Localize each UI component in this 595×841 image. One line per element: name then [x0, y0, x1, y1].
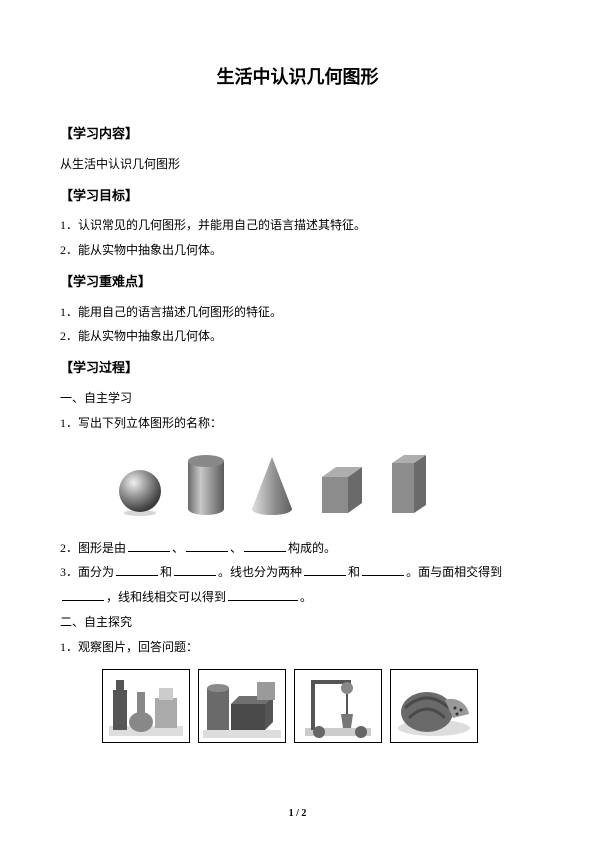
shapes-row — [116, 449, 535, 517]
boxes-icon — [199, 670, 285, 742]
blank-field[interactable] — [228, 588, 298, 601]
picture-frame — [102, 669, 190, 743]
q3-text: 。 — [300, 590, 312, 604]
q3-text: 和 — [160, 565, 172, 579]
cuboid-shape — [388, 449, 430, 517]
section-objectives-heading: 【学习目标】 — [60, 184, 535, 209]
q2-text: 构成的。 — [288, 541, 336, 555]
blank-field[interactable] — [362, 563, 404, 576]
section-process-heading: 【学习过程】 — [60, 356, 535, 381]
keypoint-item: 1．能用自己的语言描述几何图形的特征。 — [60, 301, 535, 324]
q2-text: 、 — [230, 541, 242, 555]
picture-frame — [198, 669, 286, 743]
still-life-icon — [103, 670, 189, 742]
q3-text: 3．面分为 — [60, 565, 114, 579]
cone-shape — [248, 455, 296, 517]
cube-shape — [316, 461, 368, 517]
page-number: 1 / 2 — [0, 808, 595, 819]
apparatus-icon — [295, 670, 381, 742]
part1-label: 一、自主学习 — [60, 387, 535, 410]
page-title: 生活中认识几何图形 — [60, 60, 535, 94]
blank-field[interactable] — [128, 539, 170, 552]
q2-text: 、 — [172, 541, 184, 555]
part1-q3-line2: ，线和线相交可以得到 。 — [60, 586, 535, 609]
part1-q2: 2．图形是由 、 、 构成的。 — [60, 537, 535, 560]
q2-text: 2．图形是由 — [60, 541, 126, 555]
pictures-row — [102, 669, 535, 743]
picture-frame — [390, 669, 478, 743]
q3-text: 。面与面相交得到 — [406, 565, 502, 579]
blank-field[interactable] — [186, 539, 228, 552]
q3-text: 。线也分为两种 — [218, 565, 302, 579]
blank-field[interactable] — [244, 539, 286, 552]
keypoint-item: 2．能从实物中抽象出几何体。 — [60, 325, 535, 348]
section-content-heading: 【学习内容】 — [60, 122, 535, 147]
part1-q3: 3．面分为 和 。线也分为两种 和 。面与面相交得到 — [60, 561, 535, 584]
page-content: 生活中认识几何图形 【学习内容】 从生活中认识几何图形 【学习目标】 1．认识常… — [0, 0, 595, 783]
section-keypoints-heading: 【学习重难点】 — [60, 270, 535, 295]
sphere-shape — [116, 467, 164, 517]
blank-field[interactable] — [116, 563, 158, 576]
q3-text: ，线和线相交可以得到 — [106, 590, 226, 604]
objective-item: 1．认识常见的几何图形，并能用自己的语言描述其特征。 — [60, 214, 535, 237]
content-body: 从生活中认识几何图形 — [60, 153, 535, 176]
cylinder-shape — [184, 453, 228, 517]
picture-frame — [294, 669, 382, 743]
blank-field[interactable] — [62, 588, 104, 601]
blank-field[interactable] — [174, 563, 216, 576]
part2-label: 二、自主探究 — [60, 611, 535, 634]
part1-q1: 1．写出下列立体图形的名称： — [60, 412, 535, 435]
part2-q1: 1．观察图片，回答问题： — [60, 636, 535, 659]
q3-text: 和 — [348, 565, 360, 579]
blank-field[interactable] — [304, 563, 346, 576]
objective-item: 2．能从实物中抽象出几何体。 — [60, 239, 535, 262]
fruit-icon — [391, 670, 477, 742]
